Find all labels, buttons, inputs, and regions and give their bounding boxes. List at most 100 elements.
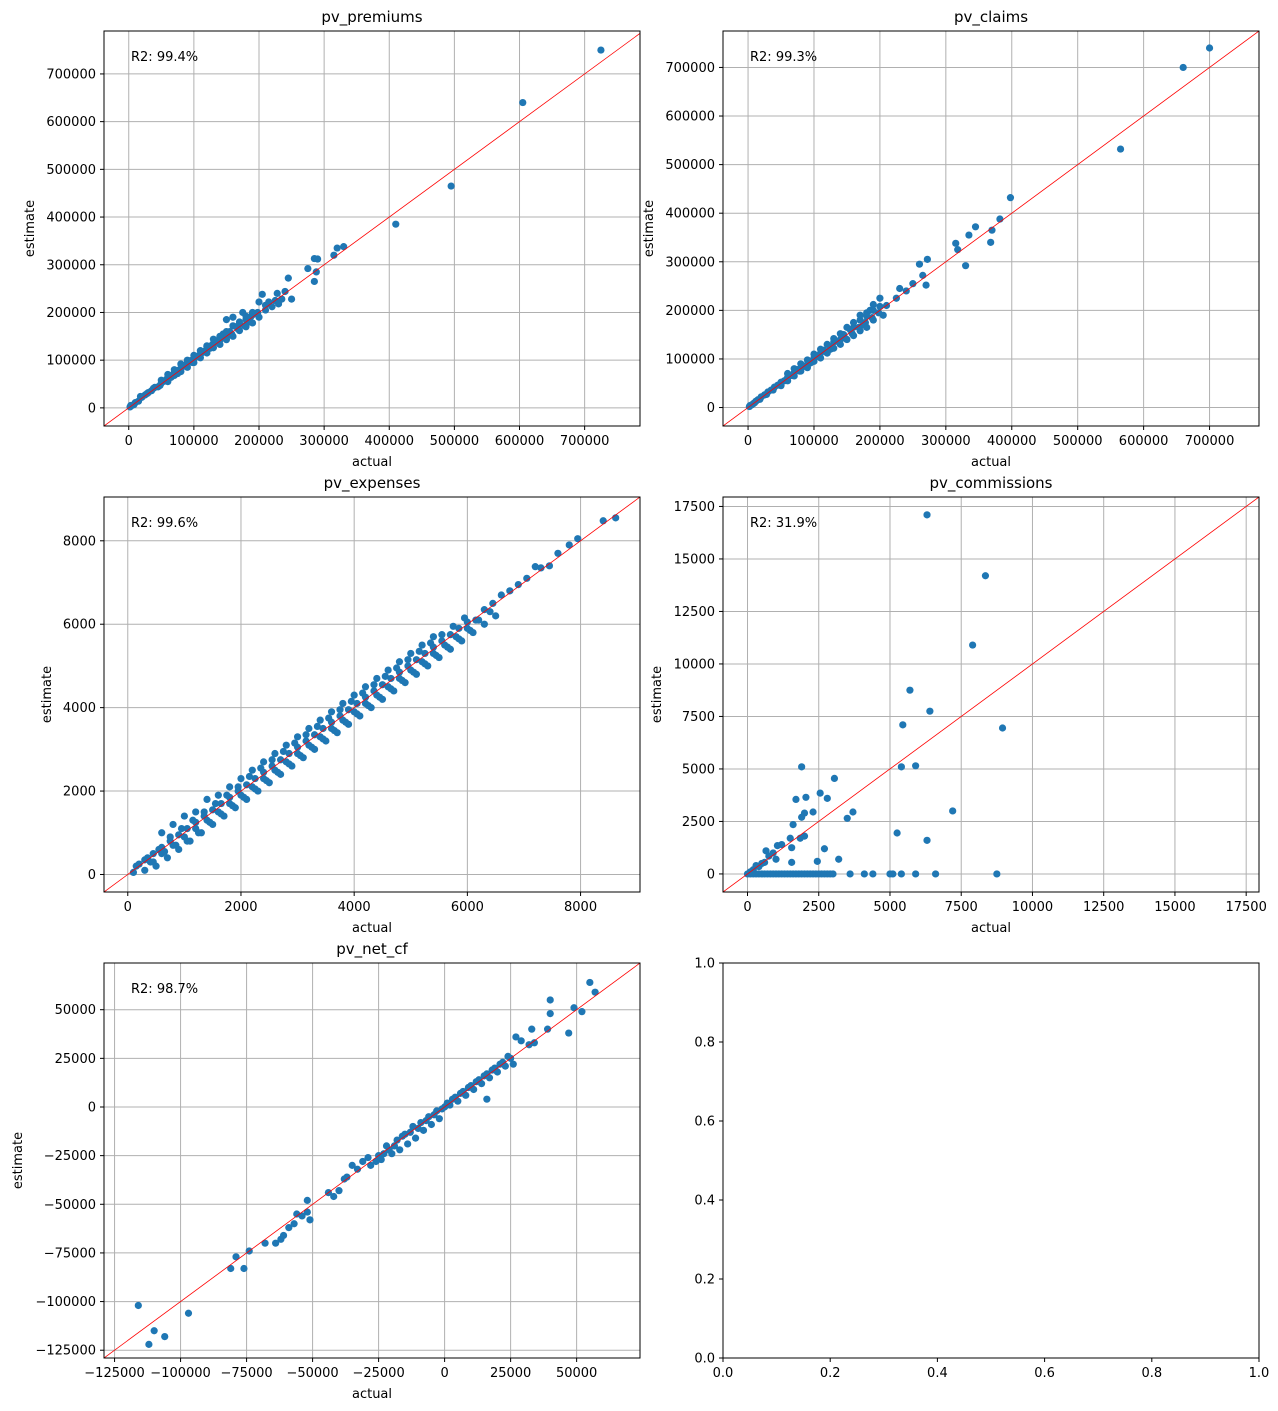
axes-frame (103, 496, 641, 893)
scatter-point (546, 996, 554, 1004)
scatter-point (158, 829, 166, 837)
y-axis-label: estimate (23, 200, 38, 257)
scatter-point (211, 799, 220, 808)
y-tick-label: 10000 (674, 657, 715, 672)
x-tick-label: 500000 (430, 434, 480, 449)
subplot-4: 0 2500 5000 7500 10000 12500 15000 17500 0 2500 50… (650, 474, 1267, 936)
scatter-point (305, 724, 313, 733)
scatter-point (232, 1253, 240, 1261)
y-tick-label: 400000 (46, 211, 96, 226)
scatter-point (344, 706, 353, 714)
scatter-point (447, 182, 455, 190)
identity-line (104, 963, 640, 1358)
scatter-point (203, 342, 211, 350)
x-tick-label: 300000 (921, 434, 971, 449)
scatter-point (497, 591, 505, 599)
scatter-point (302, 731, 310, 739)
scatter-point (835, 855, 843, 863)
x-tick-label: 600000 (1119, 434, 1169, 449)
scatter-point (530, 1039, 538, 1047)
scatter-point (906, 686, 914, 694)
scatter-point (432, 651, 440, 660)
scatter-point (899, 721, 907, 729)
scatter-point (271, 749, 279, 758)
scatter-point (196, 347, 204, 355)
scatter-point (342, 718, 350, 726)
scatter-point (519, 98, 527, 107)
scatter-point (370, 681, 378, 689)
scatter-point (411, 1134, 420, 1142)
scatter-point (229, 332, 237, 340)
scatter-point (217, 799, 225, 808)
scatter-point (209, 335, 218, 343)
scatter-series (129, 514, 620, 876)
scatter-point (279, 1231, 288, 1240)
y-tick-label: 700000 (46, 67, 96, 82)
scatter-point (276, 756, 285, 764)
x-tick-label: 0 (744, 434, 752, 449)
scatter-point (196, 354, 204, 362)
y-tick-label: 200000 (665, 304, 715, 319)
scatter-point (166, 833, 174, 841)
scatter-point (492, 612, 500, 620)
identity-line (723, 31, 1259, 426)
scatter-point (475, 1076, 483, 1084)
x-tick-label: −75000 (220, 1366, 272, 1381)
scatter-point (429, 633, 438, 641)
scatter-point (506, 587, 514, 595)
scatter-point (565, 1029, 573, 1037)
scatter-point (248, 319, 257, 327)
scatter-point (240, 793, 248, 801)
y-tick-label: 7500 (682, 710, 715, 725)
scatter-point (145, 1340, 153, 1348)
scatter-point (227, 1264, 235, 1273)
scatter-point (531, 563, 539, 571)
scatter-point (923, 511, 931, 519)
scatter-point (455, 635, 463, 643)
y-tick-label: 2500 (682, 815, 715, 830)
scatter-point (418, 641, 426, 649)
scatter-point (765, 852, 773, 860)
scatter-point (177, 824, 186, 833)
scatter-point (164, 378, 172, 386)
scatter-point (415, 647, 423, 655)
scatter-point (350, 691, 358, 699)
scatter-point (796, 834, 804, 842)
scatter-point (364, 701, 372, 710)
scatter-point (919, 271, 927, 279)
scatter-point (762, 847, 770, 855)
scatter-point (443, 643, 452, 651)
scatter-point (203, 795, 211, 804)
subplot-2: 0 100000 200000 300000 400000 500000 600000 700… (642, 8, 1260, 470)
y-tick-label: 100000 (665, 352, 715, 367)
scatter-point (157, 376, 165, 384)
scatter-point (134, 1301, 142, 1310)
scatter-point (385, 1146, 393, 1154)
scatter-point (206, 818, 214, 826)
scatter-point (897, 870, 905, 878)
x-tick-label: 400000 (987, 434, 1037, 449)
scatter-point (965, 231, 973, 239)
scatter-point (843, 814, 851, 822)
scatter-point (398, 1132, 406, 1140)
scatter-point (149, 858, 157, 866)
axes-frame (722, 30, 1260, 427)
subplot-6: 0.0 0.2 0.4 0.6 0.8 1.0 0.0 0.2 0.4 0.6 0.8 1.0 (694, 957, 1269, 1382)
x-tick-label: 1.0 (1249, 1366, 1270, 1381)
x-tick-label: 2000 (224, 900, 257, 915)
x-axis-label: actual (352, 1387, 392, 1402)
scatter-point (514, 580, 522, 589)
scatter-point (390, 1142, 399, 1150)
scatter-point (155, 845, 163, 854)
y-tick-label: 5000 (682, 762, 715, 777)
scatter-point (226, 783, 234, 791)
scatter-point (969, 641, 977, 649)
scatter-point (599, 517, 607, 525)
x-tick-label: 0 (125, 434, 133, 449)
y-tick-label: 500000 (46, 163, 96, 178)
scatter-point (849, 332, 858, 340)
x-axis-label: actual (352, 921, 392, 936)
scatter-point (778, 840, 786, 849)
scatter-point (192, 808, 200, 816)
